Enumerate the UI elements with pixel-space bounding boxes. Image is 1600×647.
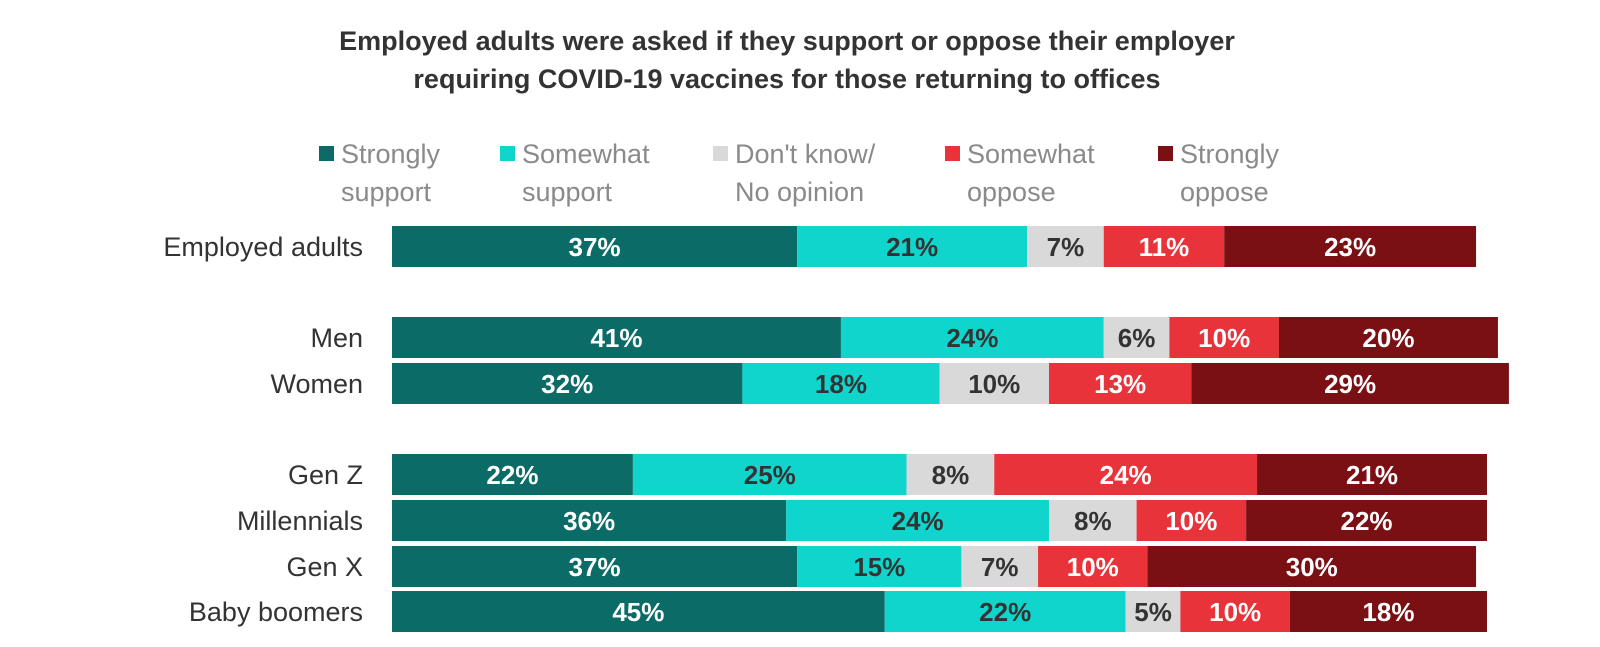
bar-segment-baby-boomers-somewhat-support — [884, 591, 1126, 632]
bar-segment-women-somewhat-oppose — [1049, 363, 1192, 404]
value-label-baby-boomers-somewhat-support: 22% — [979, 597, 1031, 627]
bar-segment-millennials-somewhat-oppose — [1136, 500, 1247, 541]
bar-segment-gen-z-don-t-know-no-opinion — [906, 454, 995, 495]
legend-label-strongly-support: Strongly — [341, 139, 441, 169]
bar-segment-men-strongly-support — [392, 317, 841, 358]
value-label-gen-x-strongly-support: 37% — [569, 552, 621, 582]
value-label-gen-x-strongly-oppose: 30% — [1286, 552, 1338, 582]
chart-title: Employed adults were asked if they suppo… — [339, 26, 1235, 94]
bar-segment-employed-adults-somewhat-oppose — [1103, 226, 1225, 267]
bar-segment-millennials-strongly-oppose — [1246, 500, 1487, 541]
bar-segment-gen-x-strongly-support — [392, 546, 798, 587]
bar-segment-employed-adults-strongly-oppose — [1224, 226, 1477, 267]
value-label-women-somewhat-oppose: 13% — [1094, 369, 1146, 399]
value-label-employed-adults-strongly-oppose: 23% — [1324, 232, 1376, 262]
legend-swatch-somewhat-oppose — [945, 146, 960, 161]
category-label-baby-boomers: Baby boomers — [189, 597, 363, 627]
legend-label-somewhat-oppose: Somewhat — [967, 139, 1095, 169]
bar-segment-baby-boomers-somewhat-oppose — [1180, 591, 1290, 632]
category-label-gen-x: Gen X — [286, 552, 363, 582]
category-labels: Employed adults Men Women Gen Z Millennials G… — [163, 232, 363, 627]
bar-segment-millennials-strongly-support — [392, 500, 787, 541]
value-label-gen-x-don-t-know-no-opinion: 7% — [981, 552, 1019, 582]
title-line-2: requiring COVID-19 vaccines for those re… — [413, 64, 1160, 94]
value-label-men-somewhat-oppose: 10% — [1198, 323, 1250, 353]
value-label-men-strongly-support: 41% — [590, 323, 642, 353]
value-label-women-don-t-know-no-opinion: 10% — [968, 369, 1020, 399]
value-label-gen-z-somewhat-support: 25% — [744, 460, 796, 490]
bar-segment-employed-adults-strongly-support — [392, 226, 798, 267]
legend-swatch-don-t-know-no-opinion — [713, 146, 728, 161]
legend-label-don-t-know-no-opinion: Don't know/ — [735, 139, 876, 169]
value-label-gen-z-somewhat-oppose: 24% — [1100, 460, 1152, 490]
category-label-gen-z: Gen Z — [288, 460, 363, 490]
value-label-baby-boomers-strongly-oppose: 18% — [1362, 597, 1414, 627]
legend-label-somewhat-support: Somewhat — [522, 139, 650, 169]
bar-segment-baby-boomers-don-t-know-no-opinion — [1125, 591, 1181, 632]
value-label-baby-boomers-strongly-support: 45% — [612, 597, 664, 627]
bar-segment-men-strongly-oppose — [1278, 317, 1498, 358]
legend-label-don-t-know-no-opinion: No opinion — [735, 177, 864, 207]
value-label-gen-x-somewhat-support: 15% — [853, 552, 905, 582]
value-label-employed-adults-somewhat-oppose: 11% — [1139, 232, 1190, 262]
legend-label-strongly-support: support — [341, 177, 432, 207]
value-label-gen-z-strongly-oppose: 21% — [1346, 460, 1398, 490]
bar-segment-women-strongly-oppose — [1191, 363, 1509, 404]
bar-segment-men-somewhat-support — [840, 317, 1104, 358]
value-label-millennials-somewhat-support: 24% — [892, 506, 944, 536]
bar-segment-men-somewhat-oppose — [1169, 317, 1279, 358]
bar-segment-baby-boomers-strongly-oppose — [1289, 591, 1487, 632]
value-label-men-don-t-know-no-opinion: 6% — [1118, 323, 1156, 353]
value-label-employed-adults-don-t-know-no-opinion: 7% — [1047, 232, 1085, 262]
legend-swatch-somewhat-support — [500, 146, 515, 161]
value-label-men-strongly-oppose: 20% — [1362, 323, 1414, 353]
legend-label-strongly-oppose: Strongly — [1180, 139, 1280, 169]
legend-swatch-strongly-oppose — [1158, 146, 1173, 161]
bars: 37% 21% 7% 11% 23% 41% 24% 6% 10% 20% 32% 18% 10% 13%… — [392, 226, 1509, 632]
category-label-employed-adults: Employed adults — [163, 232, 363, 262]
legend: Strongly support Somewhat support Don't know… — [319, 139, 1280, 207]
legend-label-somewhat-support: support — [522, 177, 613, 207]
value-label-women-strongly-oppose: 29% — [1324, 369, 1376, 399]
bar-segment-millennials-don-t-know-no-opinion — [1049, 500, 1137, 541]
legend-label-somewhat-oppose: oppose — [967, 177, 1056, 207]
value-label-gen-x-somewhat-oppose: 10% — [1067, 552, 1119, 582]
bar-segment-millennials-somewhat-support — [786, 500, 1049, 541]
bar-segment-gen-z-somewhat-support — [632, 454, 907, 495]
value-label-millennials-somewhat-oppose: 10% — [1165, 506, 1217, 536]
bar-segment-gen-x-don-t-know-no-opinion — [961, 546, 1039, 587]
bar-segment-gen-z-strongly-oppose — [1257, 454, 1487, 495]
value-label-women-strongly-support: 32% — [541, 369, 593, 399]
value-label-men-somewhat-support: 24% — [946, 323, 998, 353]
value-label-gen-z-strongly-support: 22% — [486, 460, 538, 490]
bar-segment-women-somewhat-support — [742, 363, 940, 404]
category-label-men: Men — [310, 323, 363, 353]
value-label-employed-adults-strongly-support: 37% — [569, 232, 621, 262]
bar-segment-women-don-t-know-no-opinion — [939, 363, 1049, 404]
value-label-millennials-strongly-support: 36% — [563, 506, 615, 536]
bar-segment-women-strongly-support — [392, 363, 743, 404]
legend-swatch-strongly-support — [319, 146, 334, 161]
value-label-women-somewhat-support: 18% — [815, 369, 867, 399]
value-label-millennials-strongly-oppose: 22% — [1341, 506, 1393, 536]
bar-segment-employed-adults-don-t-know-no-opinion — [1027, 226, 1104, 267]
bar-segment-employed-adults-somewhat-support — [797, 226, 1028, 267]
bar-segment-gen-z-strongly-support — [392, 454, 633, 495]
value-label-millennials-don-t-know-no-opinion: 8% — [1074, 506, 1112, 536]
legend-label-strongly-oppose: oppose — [1180, 177, 1269, 207]
value-label-employed-adults-somewhat-support: 21% — [886, 232, 938, 262]
value-label-baby-boomers-don-t-know-no-opinion: 5% — [1134, 597, 1172, 627]
value-label-gen-z-don-t-know-no-opinion: 8% — [932, 460, 970, 490]
value-label-baby-boomers-somewhat-oppose: 10% — [1209, 597, 1261, 627]
bar-segment-gen-x-strongly-oppose — [1147, 546, 1477, 587]
category-label-millennials: Millennials — [237, 506, 363, 536]
bar-segment-gen-z-somewhat-oppose — [994, 454, 1258, 495]
bar-segment-gen-x-somewhat-oppose — [1038, 546, 1148, 587]
bar-segment-baby-boomers-strongly-support — [392, 591, 885, 632]
title-line-1: Employed adults were asked if they suppo… — [339, 26, 1235, 56]
bar-segment-men-don-t-know-no-opinion — [1103, 317, 1170, 358]
bar-segment-gen-x-somewhat-support — [797, 546, 962, 587]
category-label-women: Women — [270, 369, 363, 399]
